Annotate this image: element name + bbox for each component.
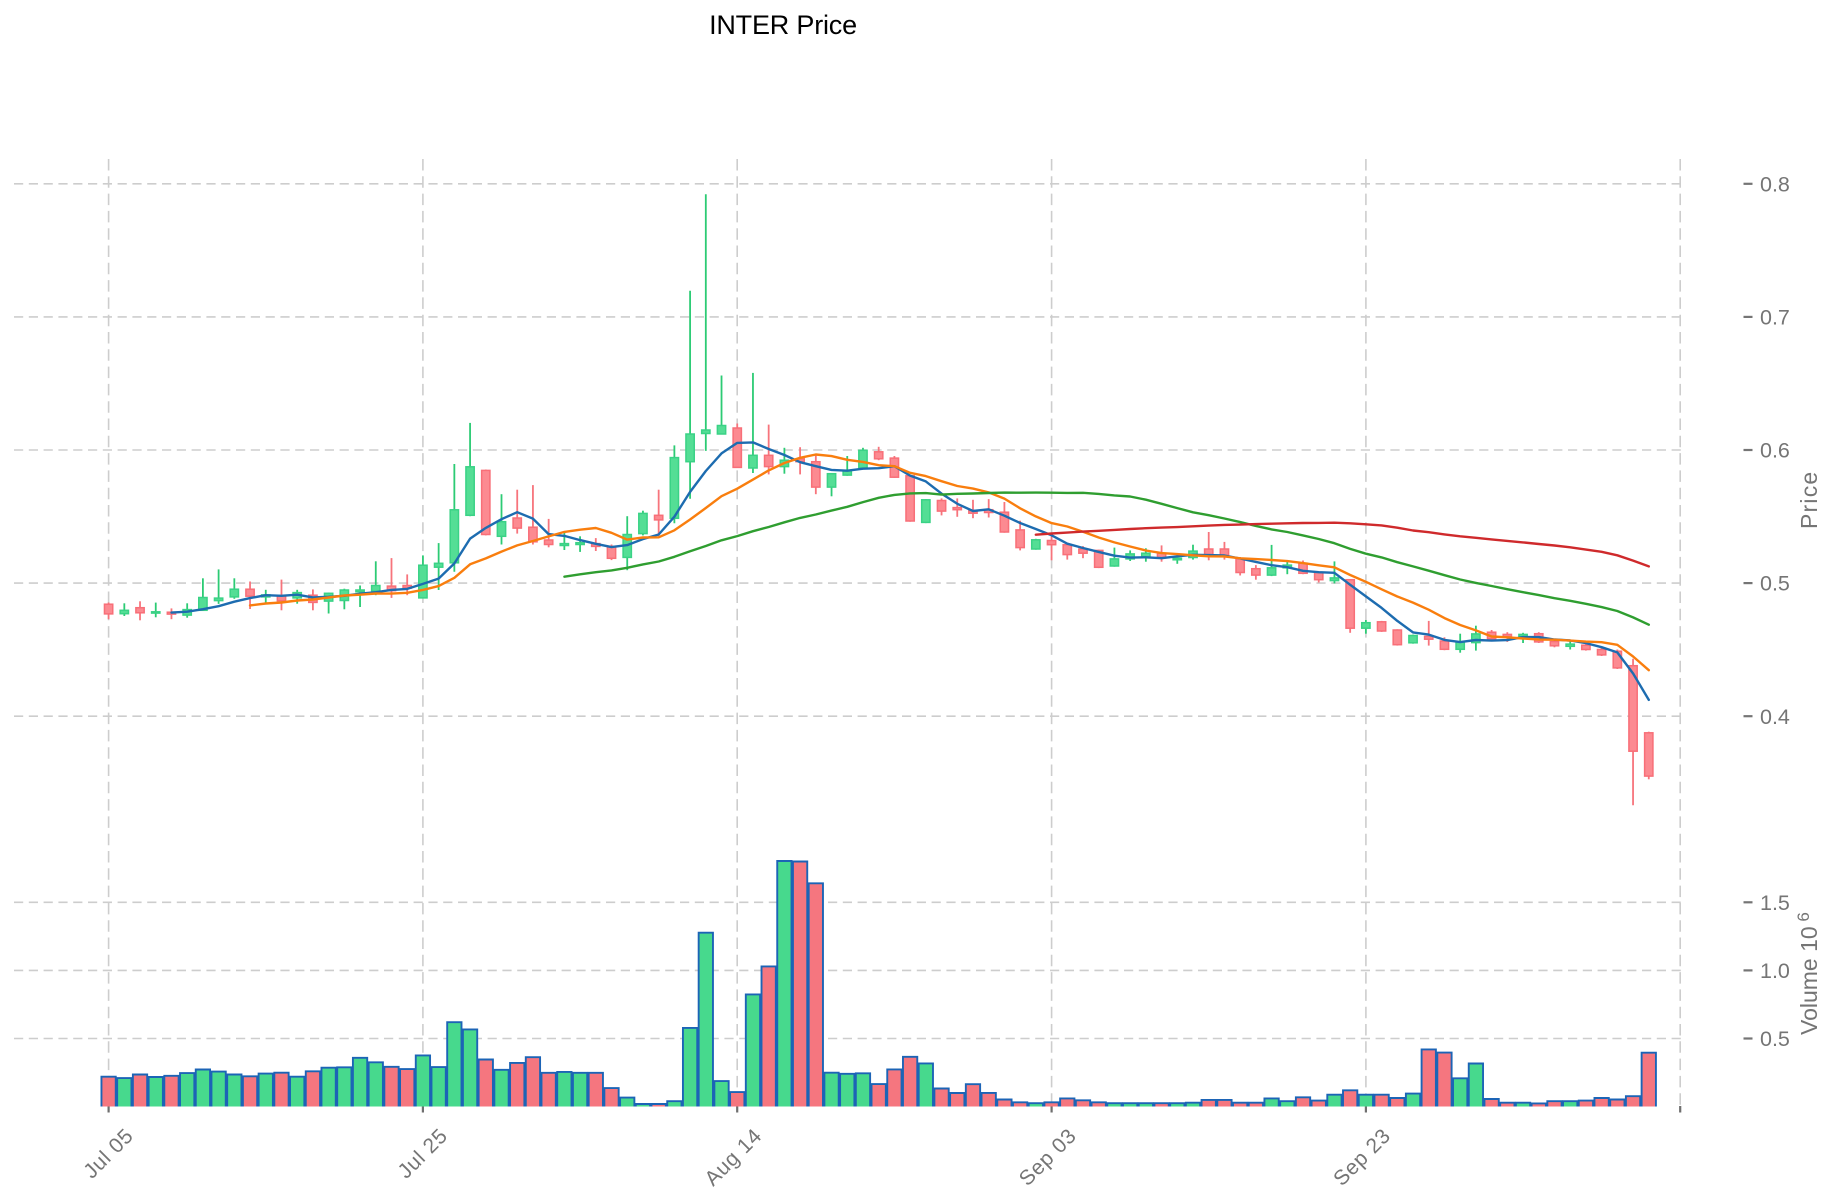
svg-text:1.0: 1.0 <box>1760 959 1790 983</box>
svg-text:0.5: 0.5 <box>1760 1027 1790 1051</box>
svg-text:INTER Price: INTER Price <box>709 10 857 40</box>
svg-text:0.6: 0.6 <box>1760 439 1790 463</box>
svg-text:0.8: 0.8 <box>1760 172 1790 196</box>
svg-text:0.7: 0.7 <box>1760 306 1790 330</box>
svg-text:Price: Price <box>1796 471 1822 529</box>
svg-text:0.5: 0.5 <box>1760 572 1790 596</box>
svg-text:0.4: 0.4 <box>1760 705 1790 729</box>
svg-text:Volume 10 6: Volume 10 6 <box>1794 912 1822 1035</box>
svg-text:1.5: 1.5 <box>1760 891 1790 915</box>
